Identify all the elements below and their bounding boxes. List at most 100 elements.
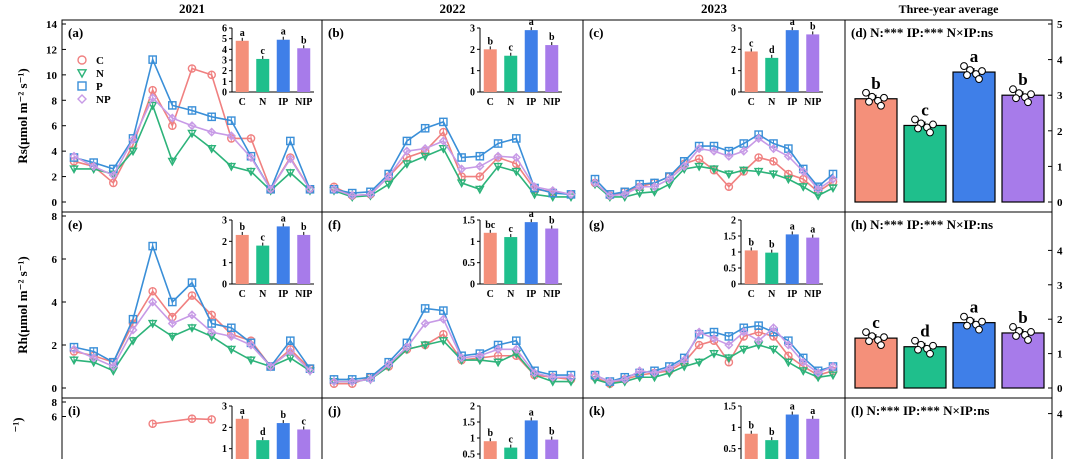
data-point	[77, 94, 87, 104]
data-point	[493, 358, 503, 368]
panel-label: (k)	[589, 403, 605, 418]
replicate-dot	[911, 115, 919, 124]
data-point	[246, 340, 256, 350]
inset-sig-letter: d	[769, 45, 775, 56]
panel-frame	[582, 397, 846, 459]
data-point	[227, 323, 236, 333]
panel-b: (b) 0 1 2 3 b Cc Na IP b NIP	[321, 17, 584, 213]
y-tick-label: 12	[46, 44, 58, 56]
panel-label: (j)	[328, 403, 341, 418]
sig-letter: d	[920, 322, 930, 341]
sig-letter: c	[872, 313, 880, 332]
data-point	[128, 314, 138, 324]
data-point	[187, 278, 197, 287]
data-point	[828, 361, 838, 372]
data-point	[754, 321, 763, 330]
data-point	[724, 354, 734, 363]
inset-category-label: C	[487, 289, 494, 300]
data-point	[128, 337, 138, 346]
replicate-dot	[1027, 328, 1035, 336]
data-point	[783, 151, 793, 161]
data-point	[768, 345, 779, 355]
data-point	[226, 162, 237, 172]
data-point	[493, 151, 503, 161]
data-point	[365, 189, 376, 199]
y-tick-label: 2	[52, 172, 58, 184]
inset-bar-C	[483, 49, 497, 92]
replicate-dot	[963, 321, 971, 330]
data-point	[798, 166, 808, 177]
y-tick-label: 1	[1057, 161, 1063, 173]
inset-bar-C	[235, 234, 249, 284]
bar-C	[854, 98, 898, 203]
inset-chart: 1 2 3 a d b c	[222, 402, 311, 459]
replicate-dot	[1027, 90, 1035, 99]
panel-label: (e)	[68, 217, 82, 232]
panel-k: (k) 0.5 1 1.5 b b a a	[582, 397, 846, 459]
data-point	[69, 165, 79, 174]
data-point	[694, 144, 704, 154]
inset-y-tick-label: 2	[470, 45, 475, 56]
inset-bar-NIP	[297, 48, 311, 92]
data-point	[69, 356, 79, 366]
data-point	[187, 129, 197, 139]
inset-bar-C	[483, 441, 497, 459]
data-point	[694, 358, 704, 368]
inset-bar-NIP	[545, 439, 559, 459]
y-tick-label: 8	[52, 211, 58, 223]
inset-sig-letter: a	[810, 406, 815, 417]
inset-y-tick-label: 0	[222, 280, 227, 291]
data-point	[246, 167, 256, 177]
inset-y-tick-label: 1	[222, 77, 227, 88]
panel-i: (i) 6 8 1 2 3 a d b c	[52, 397, 323, 459]
data-point	[738, 166, 749, 176]
replicate-dot	[978, 67, 986, 75]
data-point	[511, 167, 522, 177]
data-point	[475, 185, 485, 195]
inset-y-tick-label: 2	[222, 66, 227, 77]
data-point	[475, 172, 485, 181]
data-point	[329, 376, 339, 387]
inset-bar-C	[235, 418, 249, 459]
inset-category-label: N	[768, 289, 776, 300]
data-point	[384, 171, 394, 182]
data-point	[207, 415, 216, 424]
inset-bar-N	[504, 447, 518, 459]
inset-y-tick-label: 1	[731, 248, 736, 259]
data-point	[89, 161, 99, 171]
replicate-dot	[877, 341, 885, 350]
replicate-dot	[926, 128, 934, 137]
data-point	[529, 368, 540, 378]
inset-category-label: IP	[278, 289, 288, 300]
data-point	[548, 372, 558, 382]
inset-sig-letter: b	[549, 32, 555, 43]
data-point	[108, 361, 118, 372]
data-point	[286, 336, 295, 346]
data-point	[679, 355, 689, 365]
data-point	[207, 127, 217, 137]
data-point	[402, 342, 412, 352]
data-point	[664, 364, 674, 374]
data-point	[754, 336, 764, 346]
row-ylabel-2: Rh(μmol m⁻² s⁻¹)	[15, 256, 30, 354]
inset-y-tick-label: 4	[222, 45, 227, 56]
inset-sig-letter: a	[240, 406, 245, 417]
y-tick-label: 3	[1057, 280, 1063, 292]
y-tick-label: 8	[52, 397, 58, 409]
data-point	[828, 184, 838, 194]
data-point	[566, 189, 576, 199]
data-point	[439, 117, 448, 127]
inset-y-tick-label: 5	[222, 34, 227, 45]
data-point	[724, 170, 734, 180]
data-point	[709, 333, 719, 344]
inset-y-tick-label: 0	[222, 88, 227, 99]
inset-sig-letter: a	[529, 209, 534, 220]
bar-NP	[1001, 332, 1045, 389]
inset-y-tick-label: 1	[470, 237, 475, 248]
data-point	[709, 350, 719, 359]
inset-bar-NIP	[806, 418, 820, 459]
data-point	[187, 310, 197, 320]
inset-category-label: C	[748, 97, 755, 108]
inset-category-label: IP	[787, 289, 797, 300]
